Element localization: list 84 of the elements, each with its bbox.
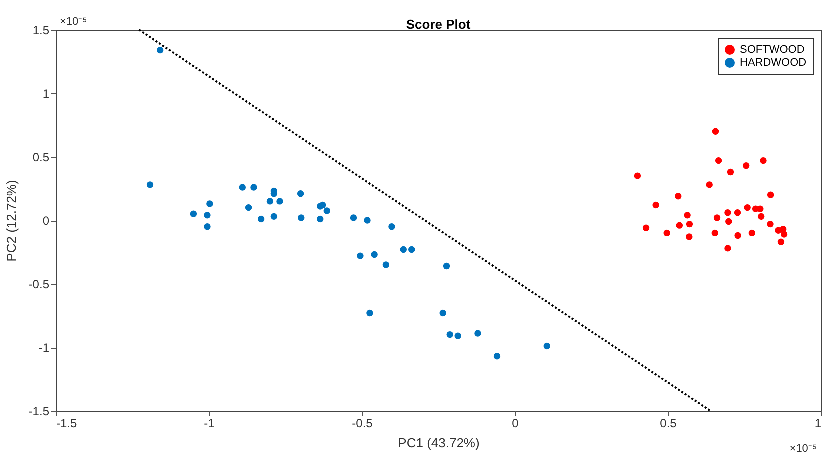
point bbox=[724, 245, 732, 252]
y-tick-label: -0.5 bbox=[28, 278, 50, 292]
point bbox=[712, 128, 720, 135]
point bbox=[382, 262, 390, 268]
point bbox=[715, 157, 722, 164]
x-tick-label: -1 bbox=[204, 416, 216, 430]
y-tick-label: 0 bbox=[42, 214, 50, 228]
point bbox=[686, 234, 693, 240]
point bbox=[544, 342, 550, 350]
point bbox=[324, 208, 330, 214]
point bbox=[250, 184, 258, 191]
point bbox=[204, 212, 211, 219]
point bbox=[714, 214, 721, 222]
y-tick-label: 1 bbox=[42, 87, 50, 101]
legend-label: SOFTWOOD bbox=[740, 44, 805, 56]
chart-title: Score Plot bbox=[406, 17, 472, 32]
point bbox=[734, 232, 742, 240]
point bbox=[712, 230, 718, 237]
point bbox=[744, 204, 751, 212]
point bbox=[726, 218, 732, 226]
x-tick-label: -0.5 bbox=[352, 416, 374, 430]
y-tick-label: 0.5 bbox=[32, 150, 50, 164]
point bbox=[245, 204, 252, 212]
point bbox=[276, 198, 284, 205]
y-axis-title: PC2 (12.72%) bbox=[4, 180, 19, 262]
y-tick-label: 1.5 bbox=[32, 24, 50, 38]
point bbox=[494, 353, 501, 360]
point bbox=[760, 157, 767, 164]
point bbox=[706, 182, 713, 188]
x-tick-label: 1 bbox=[814, 416, 822, 430]
point bbox=[364, 217, 371, 224]
point bbox=[388, 224, 396, 230]
x-tick-label: -1.5 bbox=[56, 416, 78, 430]
point bbox=[724, 210, 732, 216]
point bbox=[204, 224, 211, 230]
text: ×10⁻⁵ bbox=[790, 443, 817, 455]
point bbox=[634, 172, 642, 180]
point bbox=[676, 222, 683, 229]
point bbox=[686, 220, 694, 228]
point bbox=[440, 310, 446, 317]
point bbox=[652, 202, 660, 209]
point bbox=[297, 190, 304, 198]
text: ×10⁻⁵ bbox=[60, 16, 88, 28]
point bbox=[684, 212, 691, 219]
point bbox=[734, 210, 742, 216]
point bbox=[317, 203, 324, 210]
point bbox=[757, 206, 764, 212]
point bbox=[266, 198, 274, 205]
point bbox=[446, 331, 454, 338]
point bbox=[742, 162, 750, 170]
x-axis-title: PC1 (43.72%) bbox=[398, 436, 480, 450]
x-tick-label: 0 bbox=[512, 416, 520, 430]
point bbox=[780, 231, 788, 238]
point bbox=[454, 332, 462, 340]
legend-label: HARDWOOD bbox=[740, 57, 807, 69]
point bbox=[400, 246, 407, 254]
point bbox=[156, 46, 164, 54]
x-tick-label: 0.5 bbox=[660, 416, 678, 430]
point bbox=[758, 213, 765, 220]
point bbox=[270, 213, 278, 220]
point bbox=[146, 182, 154, 188]
point bbox=[767, 192, 774, 198]
point bbox=[778, 238, 785, 246]
point bbox=[408, 246, 416, 254]
point bbox=[675, 193, 682, 200]
y-tick-label: -1.5 bbox=[28, 404, 50, 418]
point bbox=[443, 262, 450, 270]
point bbox=[748, 230, 756, 237]
point bbox=[317, 216, 324, 223]
point bbox=[642, 224, 650, 232]
point bbox=[474, 330, 482, 337]
point bbox=[357, 252, 364, 260]
point bbox=[239, 184, 246, 191]
point bbox=[727, 168, 734, 176]
point bbox=[664, 230, 670, 237]
y-tick-label: -1 bbox=[38, 341, 50, 355]
point bbox=[190, 210, 198, 218]
point bbox=[366, 310, 374, 317]
point bbox=[371, 251, 378, 258]
point bbox=[258, 216, 265, 223]
point bbox=[298, 214, 305, 222]
point bbox=[767, 220, 774, 228]
point bbox=[350, 214, 358, 222]
point bbox=[206, 200, 214, 208]
